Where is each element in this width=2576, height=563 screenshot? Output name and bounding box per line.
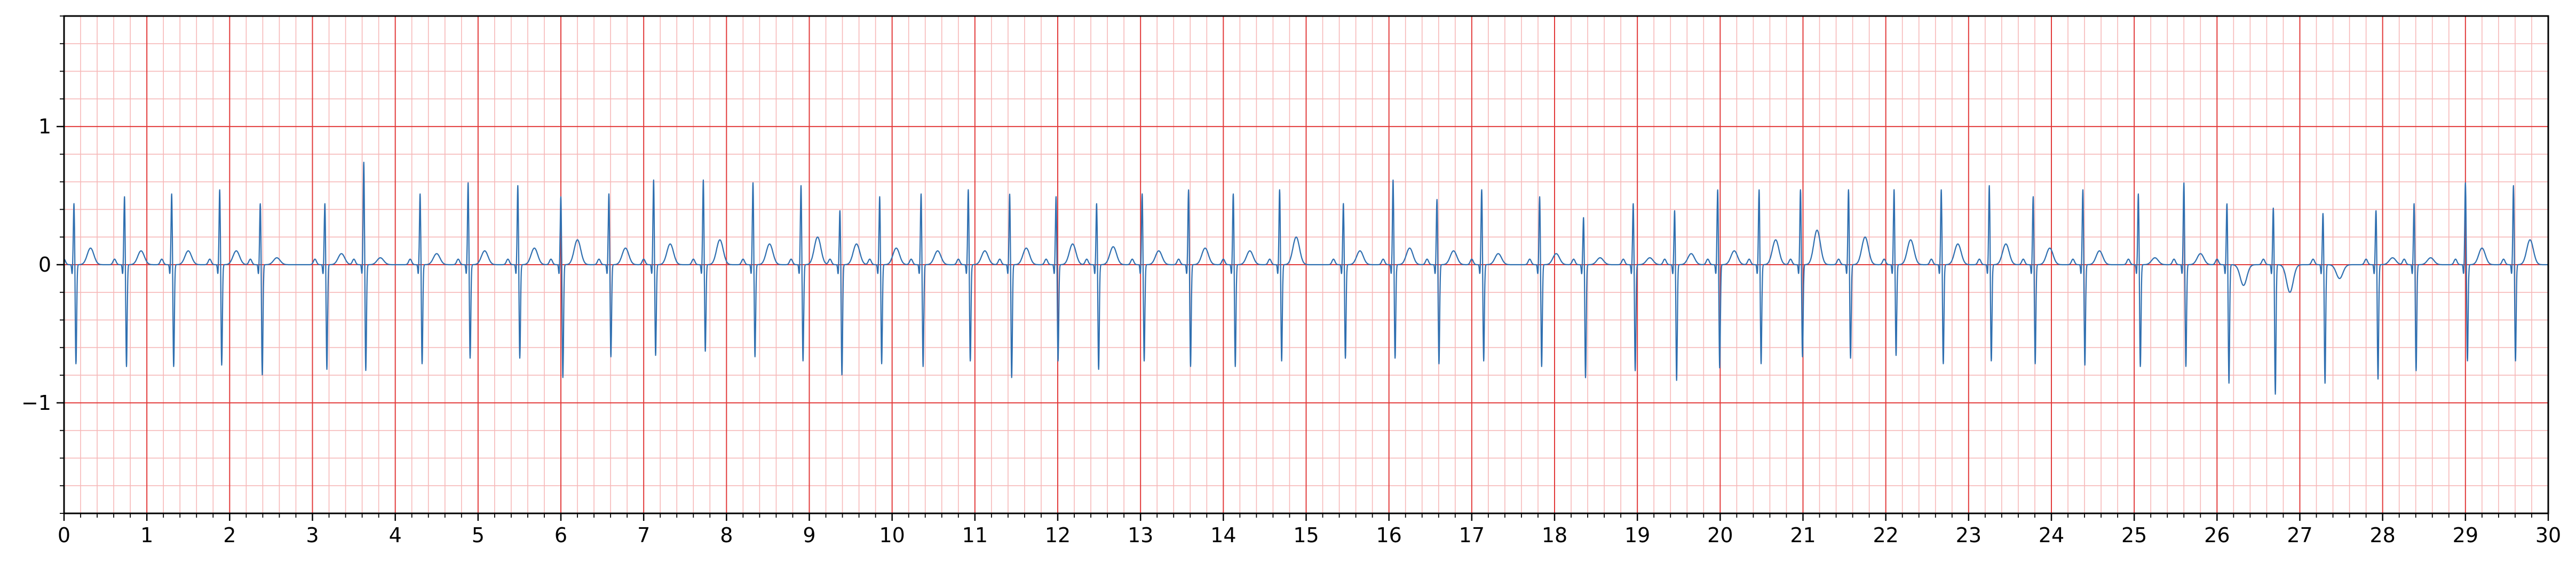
- x-tick-label: 9: [803, 524, 815, 547]
- x-tick-label: 19: [1624, 524, 1650, 547]
- y-tick-label: 1: [38, 115, 51, 138]
- x-tick-label: 17: [1459, 524, 1485, 547]
- x-tick-label: 4: [389, 524, 402, 547]
- x-tick-label: 3: [306, 524, 319, 547]
- x-tick-label: 2: [223, 524, 236, 547]
- x-tick-label: 10: [879, 524, 905, 547]
- x-tick-label: 0: [58, 524, 70, 547]
- ecg-trace: [64, 162, 2549, 395]
- x-tick-label: 8: [720, 524, 733, 547]
- x-tick-label: 12: [1045, 524, 1071, 547]
- x-tick-label: 27: [2287, 524, 2312, 547]
- x-tick-label: 14: [1210, 524, 1236, 547]
- x-axis: 0 1 2 3 4 5 6 7 8 9 10 11 12 13 14 15 16 17 18 19 20 21 22 23 24…: [58, 513, 2561, 547]
- x-tick-label: 23: [1956, 524, 1981, 547]
- x-tick-label: 21: [1790, 524, 1816, 547]
- x-tick-label: 7: [637, 524, 650, 547]
- x-tick-label: 1: [140, 524, 153, 547]
- x-tick-label: 5: [472, 524, 485, 547]
- x-tick-label: 29: [2453, 524, 2478, 547]
- y-axis: −1 0 1: [21, 15, 64, 514]
- x-tick-label: 11: [962, 524, 988, 547]
- x-tick-label: 24: [2039, 524, 2064, 547]
- x-tick-label: 18: [1542, 524, 1567, 547]
- x-tick-label: 28: [2369, 524, 2395, 547]
- x-tick-label: 26: [2204, 524, 2230, 547]
- x-tick-label: 30: [2535, 524, 2561, 547]
- y-tick-label: 0: [38, 253, 51, 276]
- y-tick-label: −1: [21, 391, 51, 415]
- x-tick-label: 20: [1707, 524, 1733, 547]
- x-tick-label: 22: [1873, 524, 1898, 547]
- x-tick-label: 6: [554, 524, 567, 547]
- ecg-trace-line: [64, 162, 2549, 395]
- x-tick-label: 25: [2121, 524, 2147, 547]
- x-tick-label: 16: [1376, 524, 1401, 547]
- x-tick-label: 13: [1128, 524, 1153, 547]
- x-tick-label: 15: [1293, 524, 1319, 547]
